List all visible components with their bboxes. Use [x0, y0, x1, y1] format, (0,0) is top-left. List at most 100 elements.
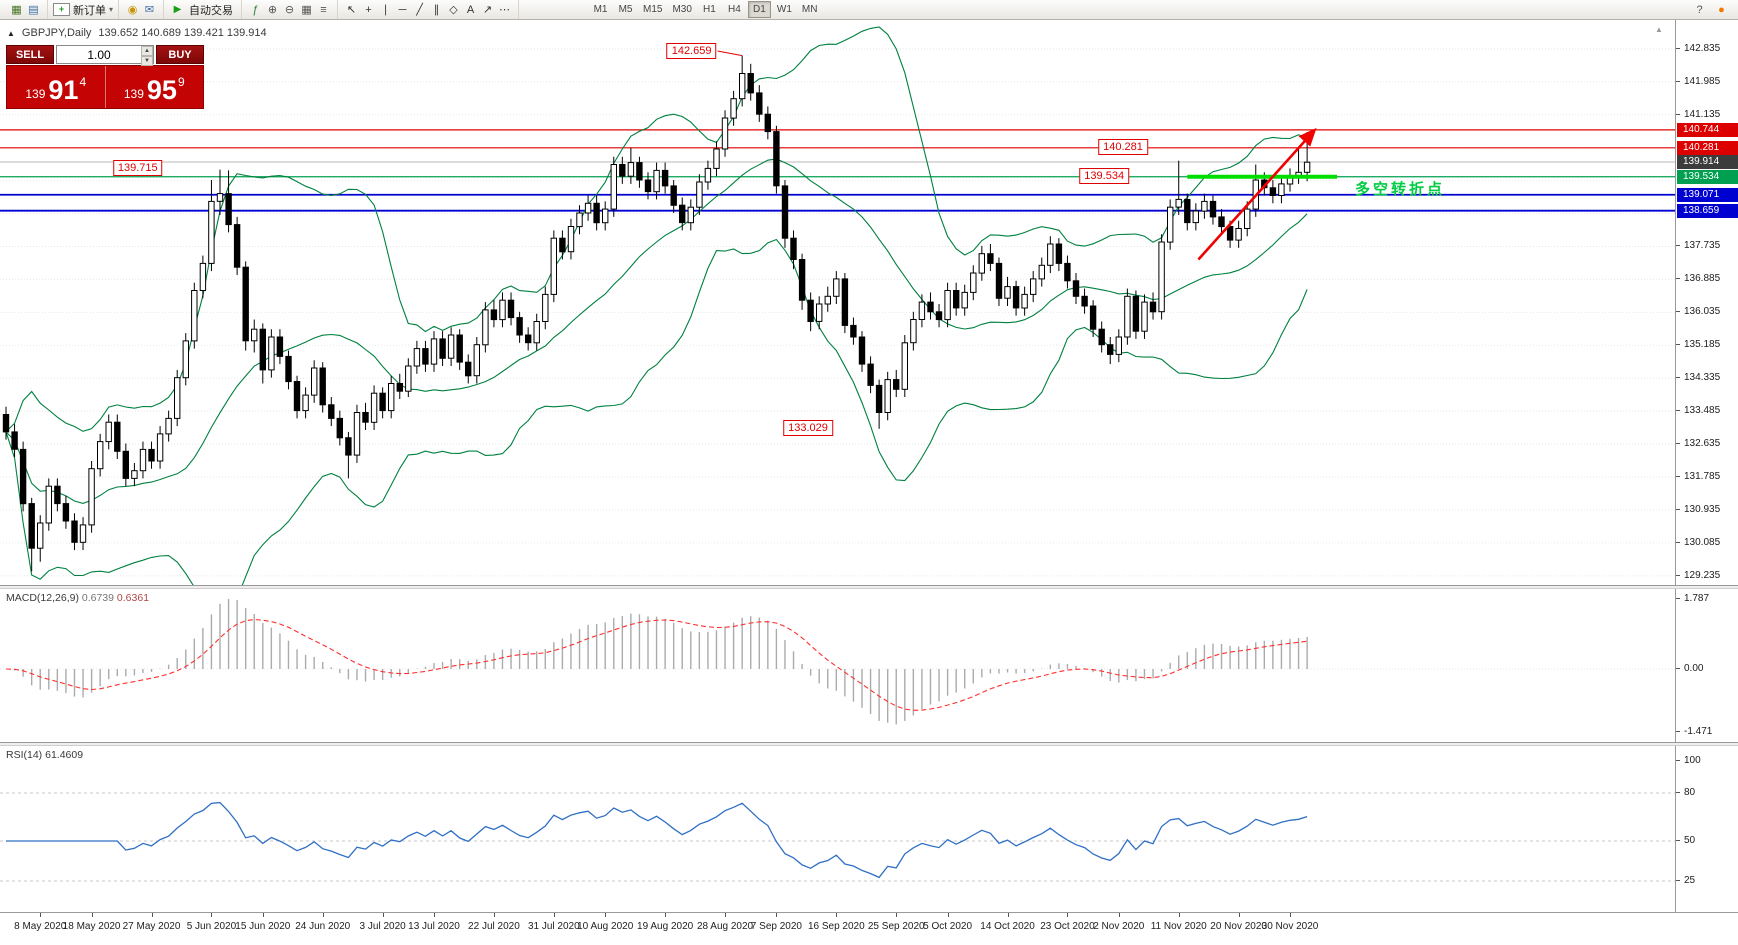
- macd-name: MACD(12,26,9): [6, 592, 79, 604]
- volume-field[interactable]: ▲ ▼: [56, 45, 154, 66]
- shapes-icon[interactable]: ◇: [449, 4, 458, 16]
- trendline-icon[interactable]: ╱: [416, 4, 423, 16]
- new-order-button[interactable]: + 新订单 ▾: [48, 0, 120, 19]
- new-order-icon: +: [53, 3, 70, 16]
- timeframe-button-M1[interactable]: M1: [593, 4, 608, 15]
- volume-increase-button[interactable]: ▲: [141, 46, 153, 56]
- price-tick-134.335: 134.335: [1675, 372, 1721, 384]
- price-tick-142.835: 142.835: [1675, 42, 1721, 54]
- help-icon[interactable]: ?: [1696, 3, 1703, 16]
- date-tick-mark: [40, 913, 42, 917]
- date-label: 11 Nov 2020: [1150, 921, 1207, 932]
- candles-series: [2, 55, 1311, 572]
- crosshair-icon[interactable]: +: [365, 3, 372, 16]
- price-callout-139.715[interactable]: 139.715: [112, 160, 163, 177]
- timeframe-button-H1[interactable]: H1: [703, 4, 716, 15]
- price-tick-133.485: 133.485: [1675, 405, 1721, 417]
- chart-scroll-marker[interactable]: ▲: [1655, 25, 1663, 34]
- macd-axis-label-0.00: 0.00: [1675, 663, 1704, 674]
- more-tools-icon[interactable]: ⋯: [499, 4, 511, 16]
- price-tick-131.785: 131.785: [1675, 471, 1721, 483]
- rsi-name: RSI(14): [6, 749, 43, 761]
- price-line-label-138.659: 138.659: [1677, 203, 1738, 218]
- date-tick-mark: [1290, 913, 1291, 917]
- date-tick-mark: [91, 913, 93, 917]
- chart-title: ▲ GBPJPY,Daily 139.652 140.689 139.421 1…: [7, 27, 267, 39]
- chart-list-icon[interactable]: ≡: [320, 3, 327, 16]
- price-callout-140.281[interactable]: 140.281: [1098, 139, 1148, 156]
- date-label: 19 Aug 2020: [637, 921, 694, 932]
- macd-axis-label-1.787: 1.787: [1675, 593, 1710, 604]
- annotation-note[interactable]: 多空转折点: [1355, 180, 1446, 198]
- date-label: 7 Sep 2020: [750, 921, 802, 932]
- panel-divider[interactable]: [0, 585, 1738, 589]
- buy-button[interactable]: BUY: [156, 45, 204, 64]
- bollinger-bands[interactable]: [5, 26, 1308, 585]
- price-axis: 142.835 141.985 141.135 137.735 136.885 136.0…: [1675, 20, 1738, 585]
- price-tick-136.035: 136.035: [1675, 306, 1721, 318]
- timeframe-button-W1[interactable]: W1: [776, 4, 792, 15]
- indicators-icon[interactable]: ƒ: [252, 3, 259, 16]
- notification-icon[interactable]: ●: [1718, 3, 1725, 16]
- timeframe-button-M30[interactable]: M30: [672, 4, 692, 15]
- volume-spinner: ▲ ▼: [141, 46, 153, 66]
- panel-divider[interactable]: [0, 742, 1738, 746]
- mailbox-icon[interactable]: ✉: [144, 4, 155, 16]
- macd-signal-line: [5, 618, 1308, 711]
- price-callout-139.534[interactable]: 139.534: [1079, 167, 1130, 184]
- rsi-axis-label-80: 80: [1675, 787, 1696, 798]
- date-tick-mark: [1007, 913, 1009, 917]
- chart-profiles-icon[interactable]: ▤: [28, 4, 39, 16]
- volume-decrease-button[interactable]: ▼: [141, 56, 153, 66]
- channel-icon[interactable]: ∥: [433, 4, 440, 16]
- date-label: 25 Sep 2020: [867, 921, 925, 932]
- buy-price-panel[interactable]: 139 95 9: [106, 66, 204, 108]
- new-chart-icon[interactable]: ▦: [11, 4, 22, 16]
- rsi-value: 61.4609: [45, 749, 84, 761]
- price-tick-136.885: 136.885: [1675, 273, 1721, 285]
- price-callout-142.659[interactable]: 142.659: [666, 43, 717, 59]
- date-tick-mark: [382, 913, 384, 917]
- date-tick-mark: [151, 913, 153, 917]
- tile-windows-icon[interactable]: ▦: [301, 4, 312, 16]
- timeframe-button-MN[interactable]: MN: [801, 4, 818, 15]
- date-label: 14 Oct 2020: [980, 921, 1035, 932]
- price-line-label-139.071: 139.071: [1677, 187, 1738, 202]
- sell-price-panel[interactable]: 139 91 4: [7, 66, 106, 108]
- zoom-out-icon[interactable]: ⊖: [284, 4, 295, 16]
- date-tick-mark: [896, 913, 898, 917]
- sound-alert-icon[interactable]: ◉: [127, 4, 138, 16]
- price-callout-133.029[interactable]: 133.029: [783, 420, 833, 437]
- price-tick-130.935: 130.935: [1675, 503, 1721, 515]
- one-click-toggle-icon[interactable]: ▲: [7, 28, 15, 38]
- date-label: 30 Nov 2020: [1261, 921, 1319, 932]
- toolbar: ▦ ▤ + 新订单 ▾ ◉ ✉ ▶ 自动交易 ƒ ⊕ ⊖ ▦ ≡ ↖ + ∣ ─ ╱ ∥ ◇ A ↗ ⋯ M1…: [0, 0, 1738, 20]
- macd-histogram: [13, 599, 1308, 725]
- text-icon[interactable]: A: [466, 3, 475, 16]
- date-label: 23 Oct 2020: [1040, 921, 1095, 932]
- macd-canvas[interactable]: [0, 589, 1675, 742]
- trend-arrow[interactable]: [1197, 127, 1317, 261]
- date-label: 27 May 2020: [122, 921, 181, 932]
- rsi-canvas[interactable]: [0, 746, 1675, 912]
- timeframe-button-M15[interactable]: M15: [643, 4, 663, 15]
- date-tick-mark: [776, 913, 778, 917]
- main-chart-panel: ▲ GBPJPY,Daily 139.652 140.689 139.421 1…: [0, 20, 1738, 585]
- price-chart-canvas[interactable]: [0, 20, 1675, 585]
- cursor-icon[interactable]: ↖: [346, 4, 357, 16]
- price-tick-141.135: 141.135: [1675, 108, 1721, 120]
- horizontal-line-icon[interactable]: ─: [398, 3, 407, 16]
- sell-button[interactable]: SELL: [6, 45, 54, 64]
- arrow-object-icon[interactable]: ↗: [482, 4, 493, 16]
- toolbar-view-group: ƒ ⊕ ⊖ ▦ ≡: [242, 0, 339, 19]
- autotrading-button[interactable]: ▶ 自动交易: [164, 0, 243, 19]
- timeframe-button-H4[interactable]: H4: [728, 4, 741, 15]
- timeframe-button-D1[interactable]: D1: [747, 1, 771, 18]
- zoom-in-icon[interactable]: ⊕: [267, 4, 278, 16]
- timeframe-button-M5[interactable]: M5: [618, 4, 633, 15]
- vertical-line-icon[interactable]: ∣: [382, 4, 389, 16]
- volume-input[interactable]: [57, 47, 153, 62]
- macd-axis: 1.787 0.00 -1.471: [1675, 589, 1738, 742]
- timeframe-toolbar: M1 M5 M15 M30 H1 H4 D1 W1 MN: [583, 0, 827, 19]
